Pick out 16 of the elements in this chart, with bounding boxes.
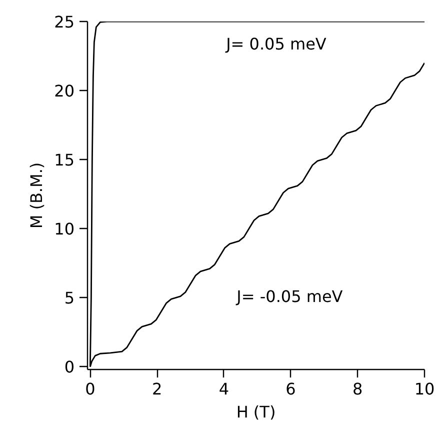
y-axis-title: M (B.M.) [27, 162, 46, 229]
x-tick-label: 10 [414, 380, 435, 398]
series-label: J= -0.05 meV [236, 286, 343, 306]
y-tick-label: 15 [54, 150, 74, 170]
x-tick-label: 2 [152, 380, 162, 398]
x-tick-label: 4 [218, 380, 229, 398]
x-tick-label: 6 [286, 380, 296, 398]
y-tick-label: 10 [54, 220, 74, 239]
x-tick-label: 8 [352, 380, 363, 398]
y-tick-label: 25 [54, 12, 74, 32]
y-tick-label: 20 [54, 82, 74, 101]
x-axis-title: H (T) [236, 402, 276, 422]
y-tick-label: 0 [64, 358, 75, 377]
x-tick-label: 0 [85, 380, 96, 398]
series-label: J= 0.05 meV [225, 34, 326, 54]
y-tick-label: 5 [64, 288, 75, 308]
